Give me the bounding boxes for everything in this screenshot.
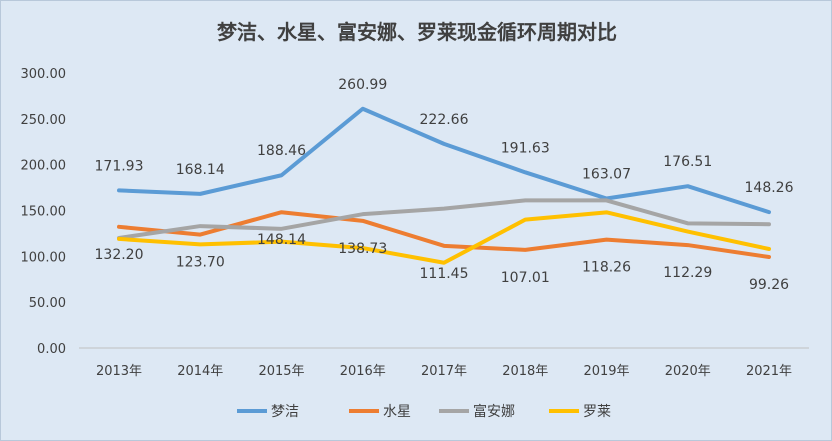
y-tick-label: 300.00 (21, 67, 67, 82)
y-axis: 0.00 50.00 100.00 150.00 200.00 250.00 300.00 (21, 67, 67, 357)
y-tick-label: 50.00 (29, 296, 66, 311)
legend: 梦洁 水星 富安娜 罗莱 (237, 403, 611, 420)
data-label: 99.26 (749, 277, 789, 293)
x-tick-label: 2015年 (258, 364, 304, 379)
series-lines (117, 106, 771, 265)
data-label: 176.51 (663, 154, 712, 170)
y-tick-label: 150.00 (21, 205, 67, 220)
data-label: 123.70 (176, 255, 225, 271)
data-label: 138.73 (338, 241, 387, 257)
y-tick-label: 0.00 (37, 342, 66, 357)
legend-label: 水星 (383, 404, 411, 420)
series-line-3 (117, 210, 771, 265)
series-line-2 (117, 198, 771, 240)
chart-title: 梦洁、水星、富安娜、罗莱现金循环周期对比 (217, 20, 617, 44)
data-label: 171.93 (95, 158, 144, 174)
data-label: 118.26 (582, 260, 631, 276)
data-label: 163.07 (582, 167, 631, 183)
data-label: 111.45 (420, 266, 469, 282)
legend-label: 罗莱 (583, 404, 611, 420)
x-tick-label: 2014年 (177, 364, 223, 379)
data-label: 107.01 (501, 270, 550, 286)
y-tick-label: 100.00 (21, 250, 67, 265)
data-label: 112.29 (663, 265, 712, 281)
data-label: 148.26 (745, 180, 794, 196)
data-label: 222.66 (420, 112, 469, 128)
y-tick-label: 200.00 (21, 159, 67, 174)
x-tick-label: 2018年 (502, 364, 548, 379)
data-label: 132.20 (95, 247, 144, 263)
data-labels: 171.93 168.14 188.46 260.99 222.66 191.63 163.… (95, 77, 794, 293)
data-label: 148.14 (257, 232, 306, 248)
x-tick-label: 2016年 (340, 364, 386, 379)
y-tick-label: 250.00 (21, 113, 67, 128)
legend-label: 梦洁 (271, 404, 299, 420)
x-tick-label: 2013年 (96, 364, 142, 379)
x-tick-label: 2017年 (421, 364, 467, 379)
x-tick-label: 2021年 (746, 364, 792, 379)
x-tick-label: 2019年 (583, 364, 629, 379)
x-tick-label: 2020年 (665, 364, 711, 379)
series-line-0 (117, 106, 771, 215)
data-label: 168.14 (176, 162, 225, 178)
data-label: 188.46 (257, 143, 306, 159)
legend-label: 富安娜 (473, 403, 515, 420)
data-label: 260.99 (338, 77, 387, 93)
data-label: 191.63 (501, 140, 550, 156)
x-axis: 2013年 2014年 2015年 2016年 2017年 2018年 2019年 2020年… (79, 347, 809, 379)
